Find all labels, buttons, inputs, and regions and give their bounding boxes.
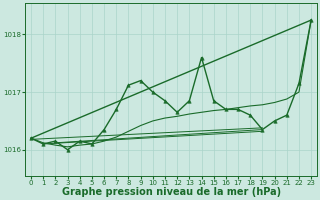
- X-axis label: Graphe pression niveau de la mer (hPa): Graphe pression niveau de la mer (hPa): [61, 187, 281, 197]
